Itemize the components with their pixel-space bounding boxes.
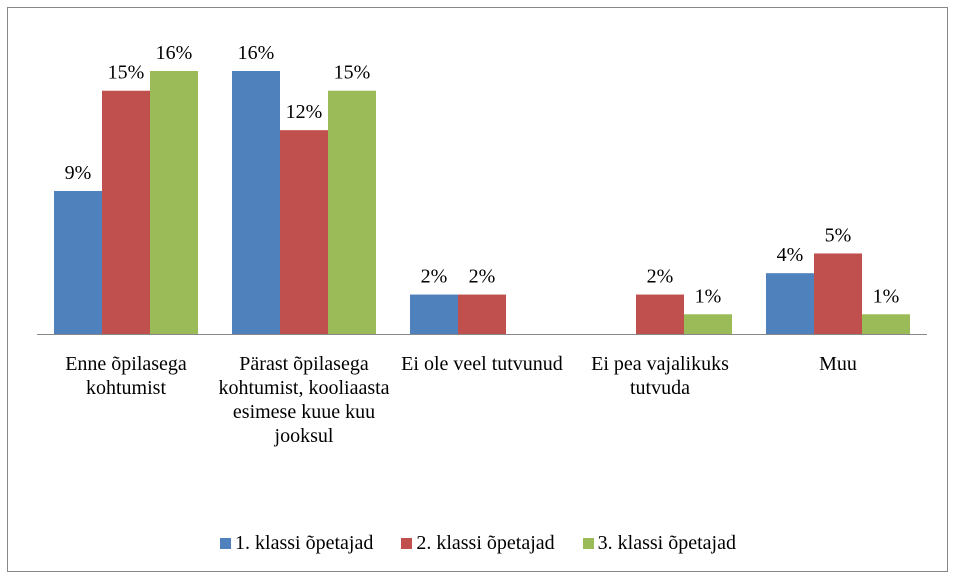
data-label: 12% <box>286 101 323 123</box>
x-tick-label: Pärast õpilasega kohtumist, kooliaasta e… <box>218 353 390 447</box>
x-tick-label: Muu <box>819 353 857 375</box>
data-label: 9% <box>65 162 92 184</box>
bar <box>328 90 376 334</box>
bar <box>232 71 280 334</box>
data-label: 2% <box>421 266 448 288</box>
bar <box>150 71 198 334</box>
legend-label: 1. klassi õpetajad <box>235 532 374 554</box>
legend-swatch <box>401 538 413 549</box>
bar <box>54 190 102 334</box>
data-label: 2% <box>469 266 496 288</box>
data-label: 4% <box>777 244 804 266</box>
data-label: 1% <box>695 285 722 307</box>
bar <box>814 253 862 334</box>
legend-item: 2. klassi õpetajad <box>401 532 555 555</box>
bar <box>410 294 458 334</box>
legend-label: 2. klassi õpetajad <box>416 532 555 554</box>
x-tick-label: Ei ole veel tutvunud <box>401 353 563 375</box>
data-label: 15% <box>334 62 371 84</box>
x-tick-label: Enne õpilasega kohtumist <box>65 353 187 399</box>
data-label: 15% <box>108 62 145 84</box>
data-label: 5% <box>825 224 852 246</box>
bar <box>862 314 910 334</box>
data-label: 1% <box>873 285 900 307</box>
data-label: 16% <box>238 42 275 64</box>
x-tick-label: Ei pea vajalikuks tutvuda <box>591 353 729 399</box>
bar <box>102 90 150 334</box>
bar <box>766 273 814 334</box>
legend-item: 3. klassi õpetajad <box>582 532 736 555</box>
legend-item: 1. klassi õpetajad <box>220 532 373 555</box>
data-label: 16% <box>156 42 193 64</box>
bar <box>636 294 684 334</box>
legend-swatch <box>220 538 232 549</box>
legend-swatch <box>582 538 594 549</box>
bar <box>684 314 732 334</box>
legend-label: 3. klassi õpetajad <box>597 532 736 554</box>
bar <box>280 130 328 334</box>
legend: 1. klassi õpetajad 2. klassi õpetajad 3. k… <box>0 532 956 555</box>
data-label: 2% <box>647 266 674 288</box>
bar <box>458 294 506 334</box>
